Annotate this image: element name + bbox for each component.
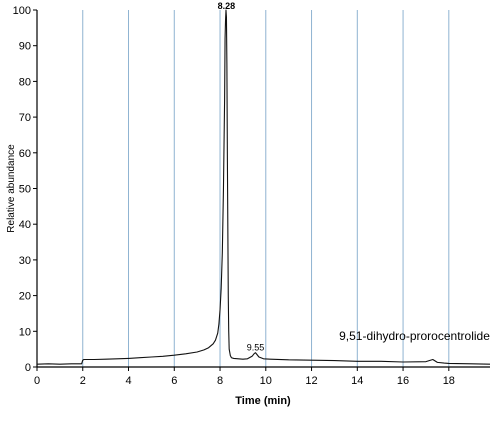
axis-layer: 0 10 20 30 40 50 60 70 80 90 100 0 2 4 6 8 10 12 14 16 18 Tim… (6, 5, 490, 407)
peak-time-label: 8.28 (218, 1, 236, 11)
x-tick-label: 2 (80, 375, 86, 387)
trace-layer (36, 9, 491, 365)
minor-peak-annotation: 9,51-dihydro-prorocentrolide (339, 329, 490, 343)
peak-title-annotation: Prorocentrolide A (218, 0, 318, 2)
grid-layer (82, 10, 450, 367)
y-tick-label: 60 (19, 148, 31, 160)
x-tick-label: 0 (34, 375, 40, 387)
y-tick-label: 30 (19, 255, 31, 267)
y-tick-label: 90 (19, 41, 31, 53)
x-tick-label: 14 (351, 375, 363, 387)
y-tick-label: 0 (25, 362, 31, 374)
label-layer: Prorocentrolide A8.28 9.55 9,51-dihydro-pr… (218, 0, 491, 353)
y-tick-label: 20 (19, 291, 31, 303)
y-tick-label: 10 (19, 326, 31, 338)
peak-time-label: 9.55 (247, 343, 265, 353)
y-tick-label: 80 (19, 76, 31, 88)
y-tick-label: 50 (19, 184, 31, 196)
y-axis-title: Relative abundance (6, 144, 17, 233)
x-tick-label: 18 (443, 375, 455, 387)
x-tick-label: 16 (397, 375, 409, 387)
x-tick-label: 10 (260, 375, 272, 387)
x-tick-label: 4 (125, 375, 131, 387)
y-tick-label: 40 (19, 219, 31, 231)
y-tick-label: 100 (13, 5, 31, 17)
y-tick-label: 70 (19, 112, 31, 124)
x-axis-title: Time (min) (235, 395, 291, 407)
chromatogram-trace (36, 9, 491, 365)
x-tick-label: 8 (217, 375, 223, 387)
x-tick-label: 12 (305, 375, 317, 387)
x-tick-label: 6 (171, 375, 177, 387)
